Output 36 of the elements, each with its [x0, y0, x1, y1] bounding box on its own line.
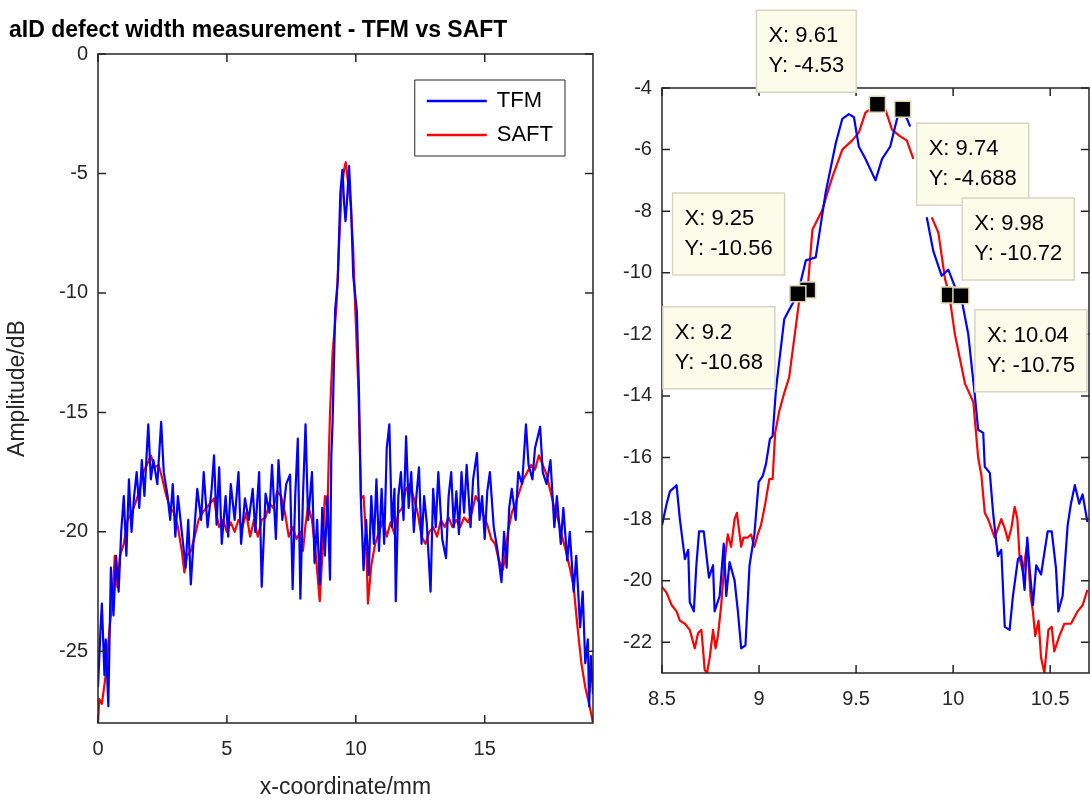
y-tick-label: -8: [634, 198, 652, 221]
y-tick-label: -6: [634, 137, 652, 160]
x-tick-label: 10.5: [1030, 686, 1070, 709]
y-tick-label: -5: [70, 160, 88, 183]
annotation: X: 9.98 Y: -10.72: [974, 209, 1063, 265]
y-tick-label: -10: [59, 280, 88, 303]
chart-title: aID defect width measurement - TFM vs SAFT: [9, 16, 508, 43]
y-axis-title: Amplitude/dB: [3, 320, 30, 457]
annotation: X: 9.25 Y: -10.56: [684, 205, 773, 261]
x-tick-label: 10: [942, 686, 965, 709]
legend-label: SAFT: [496, 121, 554, 147]
y-tick-label: 0: [76, 41, 88, 64]
legend-label: TFM: [496, 87, 542, 113]
y-tick-label: -10: [623, 260, 652, 283]
x-tick-label: 0: [92, 736, 104, 759]
y-tick-label: -12: [623, 321, 652, 344]
y-tick-label: -22: [623, 629, 652, 652]
x-tick-label: 10: [344, 736, 367, 759]
y-tick-label: -16: [623, 444, 652, 467]
y-tick-label: -15: [59, 399, 88, 422]
y-tick-label: -18: [623, 506, 652, 529]
annotation: X: 9.74 Y: -4.688: [928, 135, 1017, 191]
x-tick-label: 9: [753, 686, 765, 709]
x-tick-label: 9.5: [842, 686, 870, 709]
annotation: X: 9.2 Y: -10.68: [674, 318, 763, 374]
y-tick-label: -20: [59, 519, 88, 542]
y-tick-label: -25: [59, 638, 88, 661]
x-tick-label: 8.5: [648, 686, 676, 709]
annotation: X: 10.04 Y: -10.75: [986, 321, 1075, 377]
x-tick-label: 15: [473, 736, 496, 759]
y-tick-label: -4: [634, 75, 652, 98]
x-axis-title: x-coordinate/mm: [259, 772, 432, 799]
annotation: X: 9.61 Y: -4.53: [768, 22, 845, 78]
y-tick-label: -20: [623, 568, 652, 591]
y-tick-label: -14: [623, 383, 652, 406]
x-tick-label: 5: [221, 736, 233, 759]
